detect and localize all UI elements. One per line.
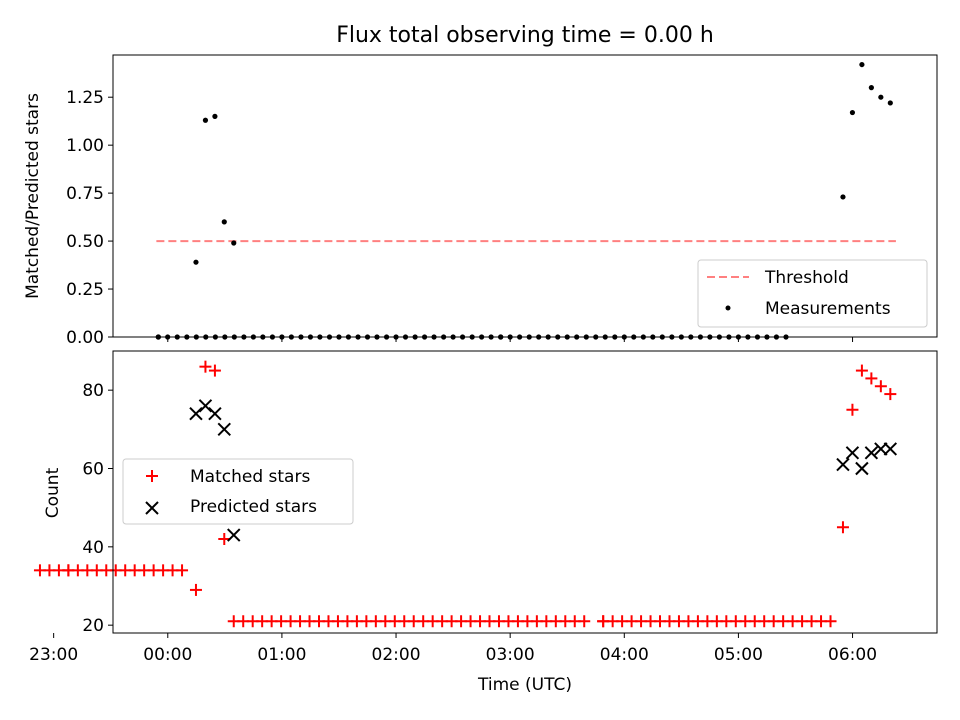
top-y-tick-label: 0.75 xyxy=(66,184,104,204)
matched-star-point xyxy=(846,403,859,416)
x-tick-label: 06:00 xyxy=(828,645,877,665)
x-tick-label: 04:00 xyxy=(600,645,649,665)
x-tick-label: 00:00 xyxy=(143,645,192,665)
bottom-y-tick-label: 20 xyxy=(82,616,104,636)
measurement-point xyxy=(193,259,199,265)
top-y-tick-label: 0.50 xyxy=(66,232,104,252)
matched-star-point xyxy=(874,380,887,393)
top-panel: Flux total observing time = 0.00 h 0.000… xyxy=(23,23,938,348)
top-y-tick-label: 0.00 xyxy=(66,328,104,348)
measurement-point xyxy=(887,100,893,106)
measurement-point xyxy=(868,85,874,91)
top-y-tick-label: 1.00 xyxy=(66,136,104,156)
matched-star-point xyxy=(824,615,837,628)
bottom-y-axis: 20 40 60 80 xyxy=(82,381,113,636)
predicted-star-point xyxy=(883,442,898,456)
top-legend-box xyxy=(697,259,928,328)
predicted-star-point xyxy=(217,422,231,437)
top-y-tick-label: 1.25 xyxy=(66,88,104,108)
bottom-legend-box xyxy=(122,458,354,525)
predicted-star-point xyxy=(874,442,888,456)
x-tick-label: 01:00 xyxy=(257,645,306,665)
x-tick-label: 03:00 xyxy=(486,645,535,665)
matched-star-point xyxy=(189,583,202,596)
bottom-y-tick-label: 40 xyxy=(82,538,104,558)
matched-star-point xyxy=(218,533,231,545)
legend-matched-label: Matched stars xyxy=(190,467,310,487)
top-legend[interactable]: Threshold Measurements xyxy=(697,259,928,328)
legend-matched-swatch xyxy=(146,470,158,482)
matched-star-point xyxy=(884,388,897,401)
predicted-star-point xyxy=(836,457,850,472)
x-tick-label: 02:00 xyxy=(372,645,421,665)
predicted-star-point xyxy=(208,406,222,421)
measurement-point xyxy=(202,117,209,123)
bottom-legend[interactable]: Matched stars Predicted stars xyxy=(122,458,354,525)
predicted-star-point xyxy=(855,461,869,476)
measurement-point xyxy=(840,194,846,200)
matched-star-point xyxy=(865,372,878,385)
bottom-y-tick-label: 80 xyxy=(82,381,104,401)
measurement-point xyxy=(878,94,884,100)
measurement-point xyxy=(212,113,218,119)
top-y-axis: 0.00 0.25 0.50 0.75 1.00 1.25 xyxy=(66,88,854,348)
measurement-point xyxy=(849,109,856,116)
x-axis: 23:00 00:00 01:00 02:00 03:00 04:00 05:00 06:00 xyxy=(29,633,877,665)
predicted-star-point xyxy=(189,406,203,421)
measurement-point xyxy=(859,61,865,68)
predicted-star-point xyxy=(198,399,213,413)
top-axes-frame xyxy=(112,54,938,338)
legend-predicted-swatch xyxy=(145,501,159,515)
legend-measurements-label: Measurements xyxy=(765,299,891,319)
top-y-axis-label: Matched/Predicted stars xyxy=(23,93,43,299)
bottom-y-tick-label: 60 xyxy=(82,460,104,480)
bottom-panel: 20 40 60 80 23:00 00:00 01:00 02:00 03:00 04:00 0… xyxy=(29,350,938,695)
bottom-plot-area xyxy=(33,360,898,628)
matched-star-point xyxy=(578,615,591,628)
matched-star-point xyxy=(199,360,212,373)
legend-threshold-label: Threshold xyxy=(764,268,849,288)
x-tick-label: 23:00 xyxy=(29,645,78,665)
x-tick-label: 05:00 xyxy=(714,645,763,665)
legend-predicted-label: Predicted stars xyxy=(190,497,317,517)
matched-star-point xyxy=(208,364,221,377)
matched-star-point xyxy=(836,521,849,534)
matched-star-point xyxy=(855,364,868,377)
bottom-axes-frame xyxy=(112,350,938,634)
bottom-y-axis-label: Count xyxy=(43,467,63,518)
measurement-point xyxy=(231,240,237,246)
predicted-star-point xyxy=(845,446,860,460)
top-y-tick-label: 0.25 xyxy=(66,280,104,300)
predicted-star-point xyxy=(227,528,241,542)
measurement-point xyxy=(221,219,227,225)
legend-measurements-swatch xyxy=(725,305,731,311)
matched-star-point xyxy=(176,564,189,577)
chart-title: Flux total observing time = 0.00 h xyxy=(336,23,714,48)
predicted-star-point xyxy=(864,446,879,460)
x-axis-label: Time (UTC) xyxy=(477,675,572,695)
